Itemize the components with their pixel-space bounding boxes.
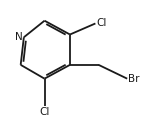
- Text: N: N: [15, 32, 23, 42]
- Text: Cl: Cl: [97, 18, 107, 28]
- Text: Cl: Cl: [39, 107, 50, 117]
- Text: Br: Br: [128, 74, 140, 84]
